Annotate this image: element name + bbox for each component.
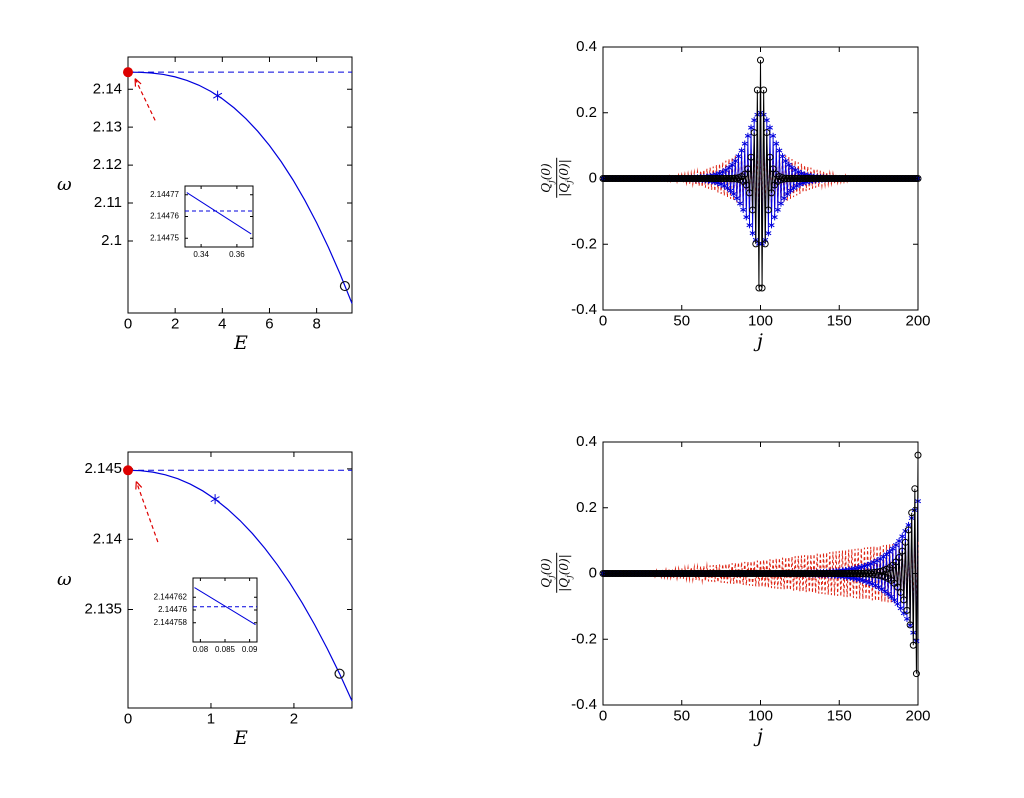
den-pre: |Q (557, 182, 572, 197)
num-post: (0) (539, 558, 554, 576)
num-post: (0) (539, 163, 554, 181)
fraction-label: Qj(0) |Qj(0)| (539, 158, 575, 198)
bottom-left-y-axis-label: ω (57, 569, 72, 590)
bottom-right-y-axis-label: Qj(0) |Qj(0)| (537, 553, 575, 593)
top-left-x-axis-label: E (234, 332, 248, 354)
fraction-numerator: Qj(0) (539, 163, 556, 192)
fraction-denominator: |Qj(0)| (556, 158, 575, 198)
top-right-y-axis-label: Qj(0) |Qj(0)| (537, 158, 575, 198)
fraction-denominator: |Qj(0)| (556, 553, 575, 593)
den-sub: j (563, 180, 574, 183)
top-right-x-axis-label: j (757, 330, 763, 352)
num-pre: Q (539, 182, 554, 193)
num-sub: j (545, 180, 556, 183)
fraction-label: Qj(0) |Qj(0)| (539, 553, 575, 593)
num-pre: Q (539, 577, 554, 588)
fraction-numerator: Qj(0) (539, 558, 556, 587)
bottom-left-x-axis-label: E (234, 727, 248, 749)
den-sub: j (563, 575, 574, 578)
num-sub: j (545, 575, 556, 578)
den-post: (0)| (557, 159, 572, 181)
den-post: (0)| (557, 554, 572, 576)
bottom-right-x-axis-label: j (757, 725, 763, 747)
top-left-y-axis-label: ω (57, 174, 72, 195)
den-pre: |Q (557, 577, 572, 592)
